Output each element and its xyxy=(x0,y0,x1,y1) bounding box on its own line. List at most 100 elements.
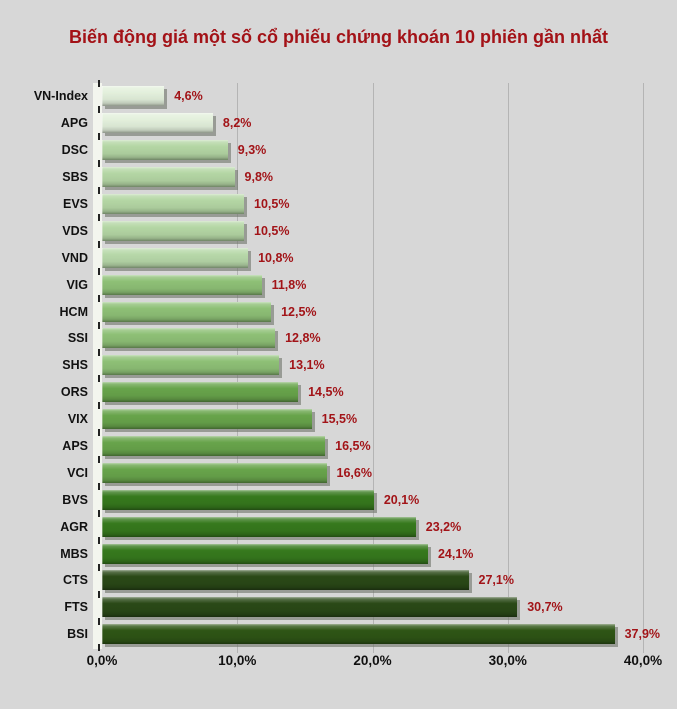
category-axis-tick xyxy=(98,429,100,437)
bar-plot-area: 10,5% xyxy=(102,217,677,244)
bar-plot-area: 20,1% xyxy=(102,486,677,513)
bar xyxy=(102,543,428,564)
bar-plot-area: 12,8% xyxy=(102,325,677,352)
category-axis-tick xyxy=(98,456,100,464)
bar-row: FTS 30,7% xyxy=(0,594,677,621)
bar xyxy=(102,462,327,483)
category-axis-tick xyxy=(98,133,100,141)
bar xyxy=(102,140,228,161)
bar xyxy=(102,355,280,376)
bar xyxy=(102,274,262,295)
category-axis-tick xyxy=(98,402,100,410)
category-axis-tick xyxy=(98,509,100,517)
value-label: 16,6% xyxy=(336,465,372,480)
bar-plot-area: 23,2% xyxy=(102,513,677,540)
category-axis-tick xyxy=(98,106,100,114)
value-label: 10,5% xyxy=(254,223,290,238)
bar xyxy=(102,570,469,591)
bar xyxy=(102,409,312,430)
category-label: SSI xyxy=(67,331,88,346)
bar-plot-area: 4,6% xyxy=(102,83,677,110)
category-label: VN-Index xyxy=(33,89,88,104)
value-label: 11,8% xyxy=(271,277,307,292)
category-label: HCM xyxy=(59,304,88,319)
bar-row: EVS 10,5% xyxy=(0,191,677,218)
bar-plot-area: 9,8% xyxy=(102,164,677,191)
category-axis-tick xyxy=(98,240,100,248)
bar-row: ORS 14,5% xyxy=(0,379,677,406)
x-axis-tick-label: 10,0% xyxy=(218,653,257,668)
category-label: VIX xyxy=(67,412,88,427)
bar-plot-area: 16,5% xyxy=(102,433,677,460)
bar-row: SSI 12,8% xyxy=(0,325,677,352)
bar-plot-area: 8,2% xyxy=(102,110,677,137)
category-axis-tick xyxy=(98,617,100,625)
category-axis-tick xyxy=(98,375,100,383)
x-axis-tick-label: 40,0% xyxy=(623,653,663,668)
category-label: VDS xyxy=(62,223,88,238)
value-label: 23,2% xyxy=(425,519,462,534)
bar-rows: VN-Index 4,6% APG 8,2% DSC 9,3% SBS 9,8% EVS 10,5… xyxy=(0,83,677,648)
value-label: 14,5% xyxy=(308,385,344,400)
bar-plot-area: 15,5% xyxy=(102,406,677,433)
bar xyxy=(102,597,518,618)
value-label: 10,5% xyxy=(254,197,290,211)
value-label: 10,8% xyxy=(258,250,294,265)
bar-row: VDS 10,5% xyxy=(0,217,677,244)
category-label: EVS xyxy=(62,197,88,211)
x-axis-tick-label: 30,0% xyxy=(488,653,527,668)
value-label: 24,1% xyxy=(437,546,474,561)
category-label: DSC xyxy=(61,143,88,158)
category-axis-tick xyxy=(98,214,100,221)
bar xyxy=(102,436,326,457)
value-label: 13,1% xyxy=(289,358,325,373)
category-axis-tick xyxy=(98,563,100,571)
bar xyxy=(102,220,244,241)
value-label: 20,1% xyxy=(383,492,420,507)
bar xyxy=(102,167,235,188)
category-label: AGR xyxy=(60,519,88,534)
bar-plot-area: 11,8% xyxy=(102,271,677,298)
bar-row: APG 8,2% xyxy=(0,110,677,137)
bar-plot-area: 10,5% xyxy=(102,191,677,218)
category-label: FTS xyxy=(64,600,88,615)
bar-row: SHS 13,1% xyxy=(0,352,677,379)
gridline xyxy=(372,83,374,653)
category-axis-tick xyxy=(98,590,100,598)
category-axis-tick xyxy=(98,321,100,329)
category-label: SBS xyxy=(62,170,88,185)
value-label: 30,7% xyxy=(527,600,563,615)
bar-row: MBS 24,1% xyxy=(0,540,677,567)
bar xyxy=(102,301,272,322)
bar-row: VIG 11,8% xyxy=(0,271,677,298)
bar-row: AGR 23,2% xyxy=(0,513,677,540)
category-label: CTS xyxy=(63,573,88,588)
x-axis-labels: 0,0% 10,0% 20,0% 30,0% 40,0% xyxy=(0,653,677,673)
bar-row: VIX 15,5% xyxy=(0,406,677,433)
bar-plot-area: 10,8% xyxy=(102,244,677,271)
bar xyxy=(102,624,615,645)
bar-plot-area: 27,1% xyxy=(102,567,677,594)
value-label: 12,8% xyxy=(285,331,321,346)
category-label: MBS xyxy=(60,546,88,561)
bar-row: VN-Index 4,6% xyxy=(0,83,677,110)
value-label: 4,6% xyxy=(174,89,203,104)
category-axis-tick xyxy=(98,160,100,168)
category-axis-tick xyxy=(98,536,100,544)
bar-plot-area: 16,6% xyxy=(102,459,677,486)
bar xyxy=(102,86,165,107)
value-label: 8,2% xyxy=(222,116,252,131)
gridline xyxy=(507,83,509,653)
bar-plot-area: 24,1% xyxy=(102,540,677,567)
value-label: 9,8% xyxy=(244,170,274,185)
category-axis-tick xyxy=(98,348,100,356)
bar xyxy=(102,382,299,403)
category-axis-tick xyxy=(98,294,100,302)
value-label: 27,1% xyxy=(478,573,514,588)
category-label: SHS xyxy=(62,358,88,373)
x-axis-tick-label: 0,0% xyxy=(86,653,118,668)
category-label: APG xyxy=(60,116,88,131)
chart-title: Biến động giá một số cổ phiếu chứng khoá… xyxy=(68,27,609,47)
bar xyxy=(102,113,213,134)
